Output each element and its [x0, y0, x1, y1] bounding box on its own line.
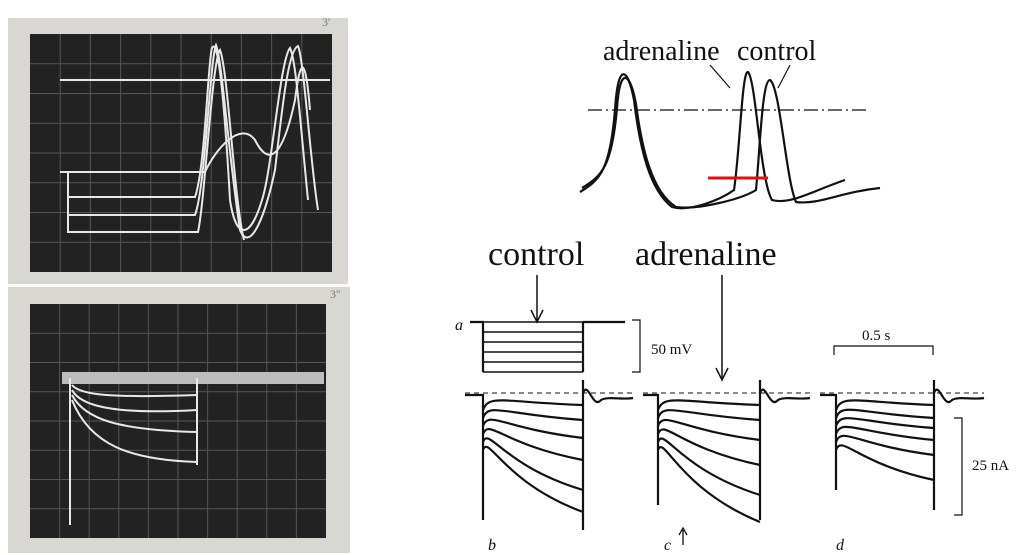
action-potentials: adrenaline control [579, 36, 881, 210]
oscilloscope-photo-top: 3' [8, 15, 348, 284]
oscilloscope-photo-bottom: 3'' [8, 287, 350, 553]
current-trace [481, 437, 584, 492]
current-trace [481, 418, 584, 440]
column-label: adrenaline [635, 236, 777, 273]
voltage-trace [470, 320, 625, 372]
scale-label: 0.5 s [862, 328, 891, 344]
trace-label: c [664, 537, 671, 554]
column-label: control [488, 236, 584, 273]
scale-label: 25 nA [972, 458, 1009, 474]
current-trace [834, 408, 935, 420]
trace-label: b [488, 537, 496, 554]
current-trace [656, 437, 761, 497]
current-trace [834, 399, 935, 411]
current-trace [656, 399, 761, 411]
trace-label: control [737, 36, 817, 67]
photo-label: 3' [322, 15, 330, 29]
current-trace [656, 446, 761, 524]
current-trace [481, 445, 584, 514]
current-trace [481, 399, 584, 411]
current-trace [643, 380, 811, 520]
current-trace [481, 428, 584, 462]
trace-label: adrenaline [603, 36, 720, 67]
current-trace [481, 409, 584, 422]
current-trace [656, 409, 761, 422]
current-trace [820, 380, 985, 510]
current-trace [834, 444, 935, 482]
scale-label: 50 mV [651, 342, 692, 358]
current-trace [656, 428, 761, 467]
current-trace [834, 425, 935, 442]
trace-label: a [455, 317, 463, 334]
voltage-clamp: control adrenaline a 50 mV 0.5 s 25 nA b… [455, 236, 1009, 554]
current-trace [656, 418, 761, 442]
current-trace [834, 434, 935, 457]
trace-label: d [836, 537, 845, 554]
photo-label: 3'' [330, 287, 340, 301]
current-trace [834, 417, 935, 430]
